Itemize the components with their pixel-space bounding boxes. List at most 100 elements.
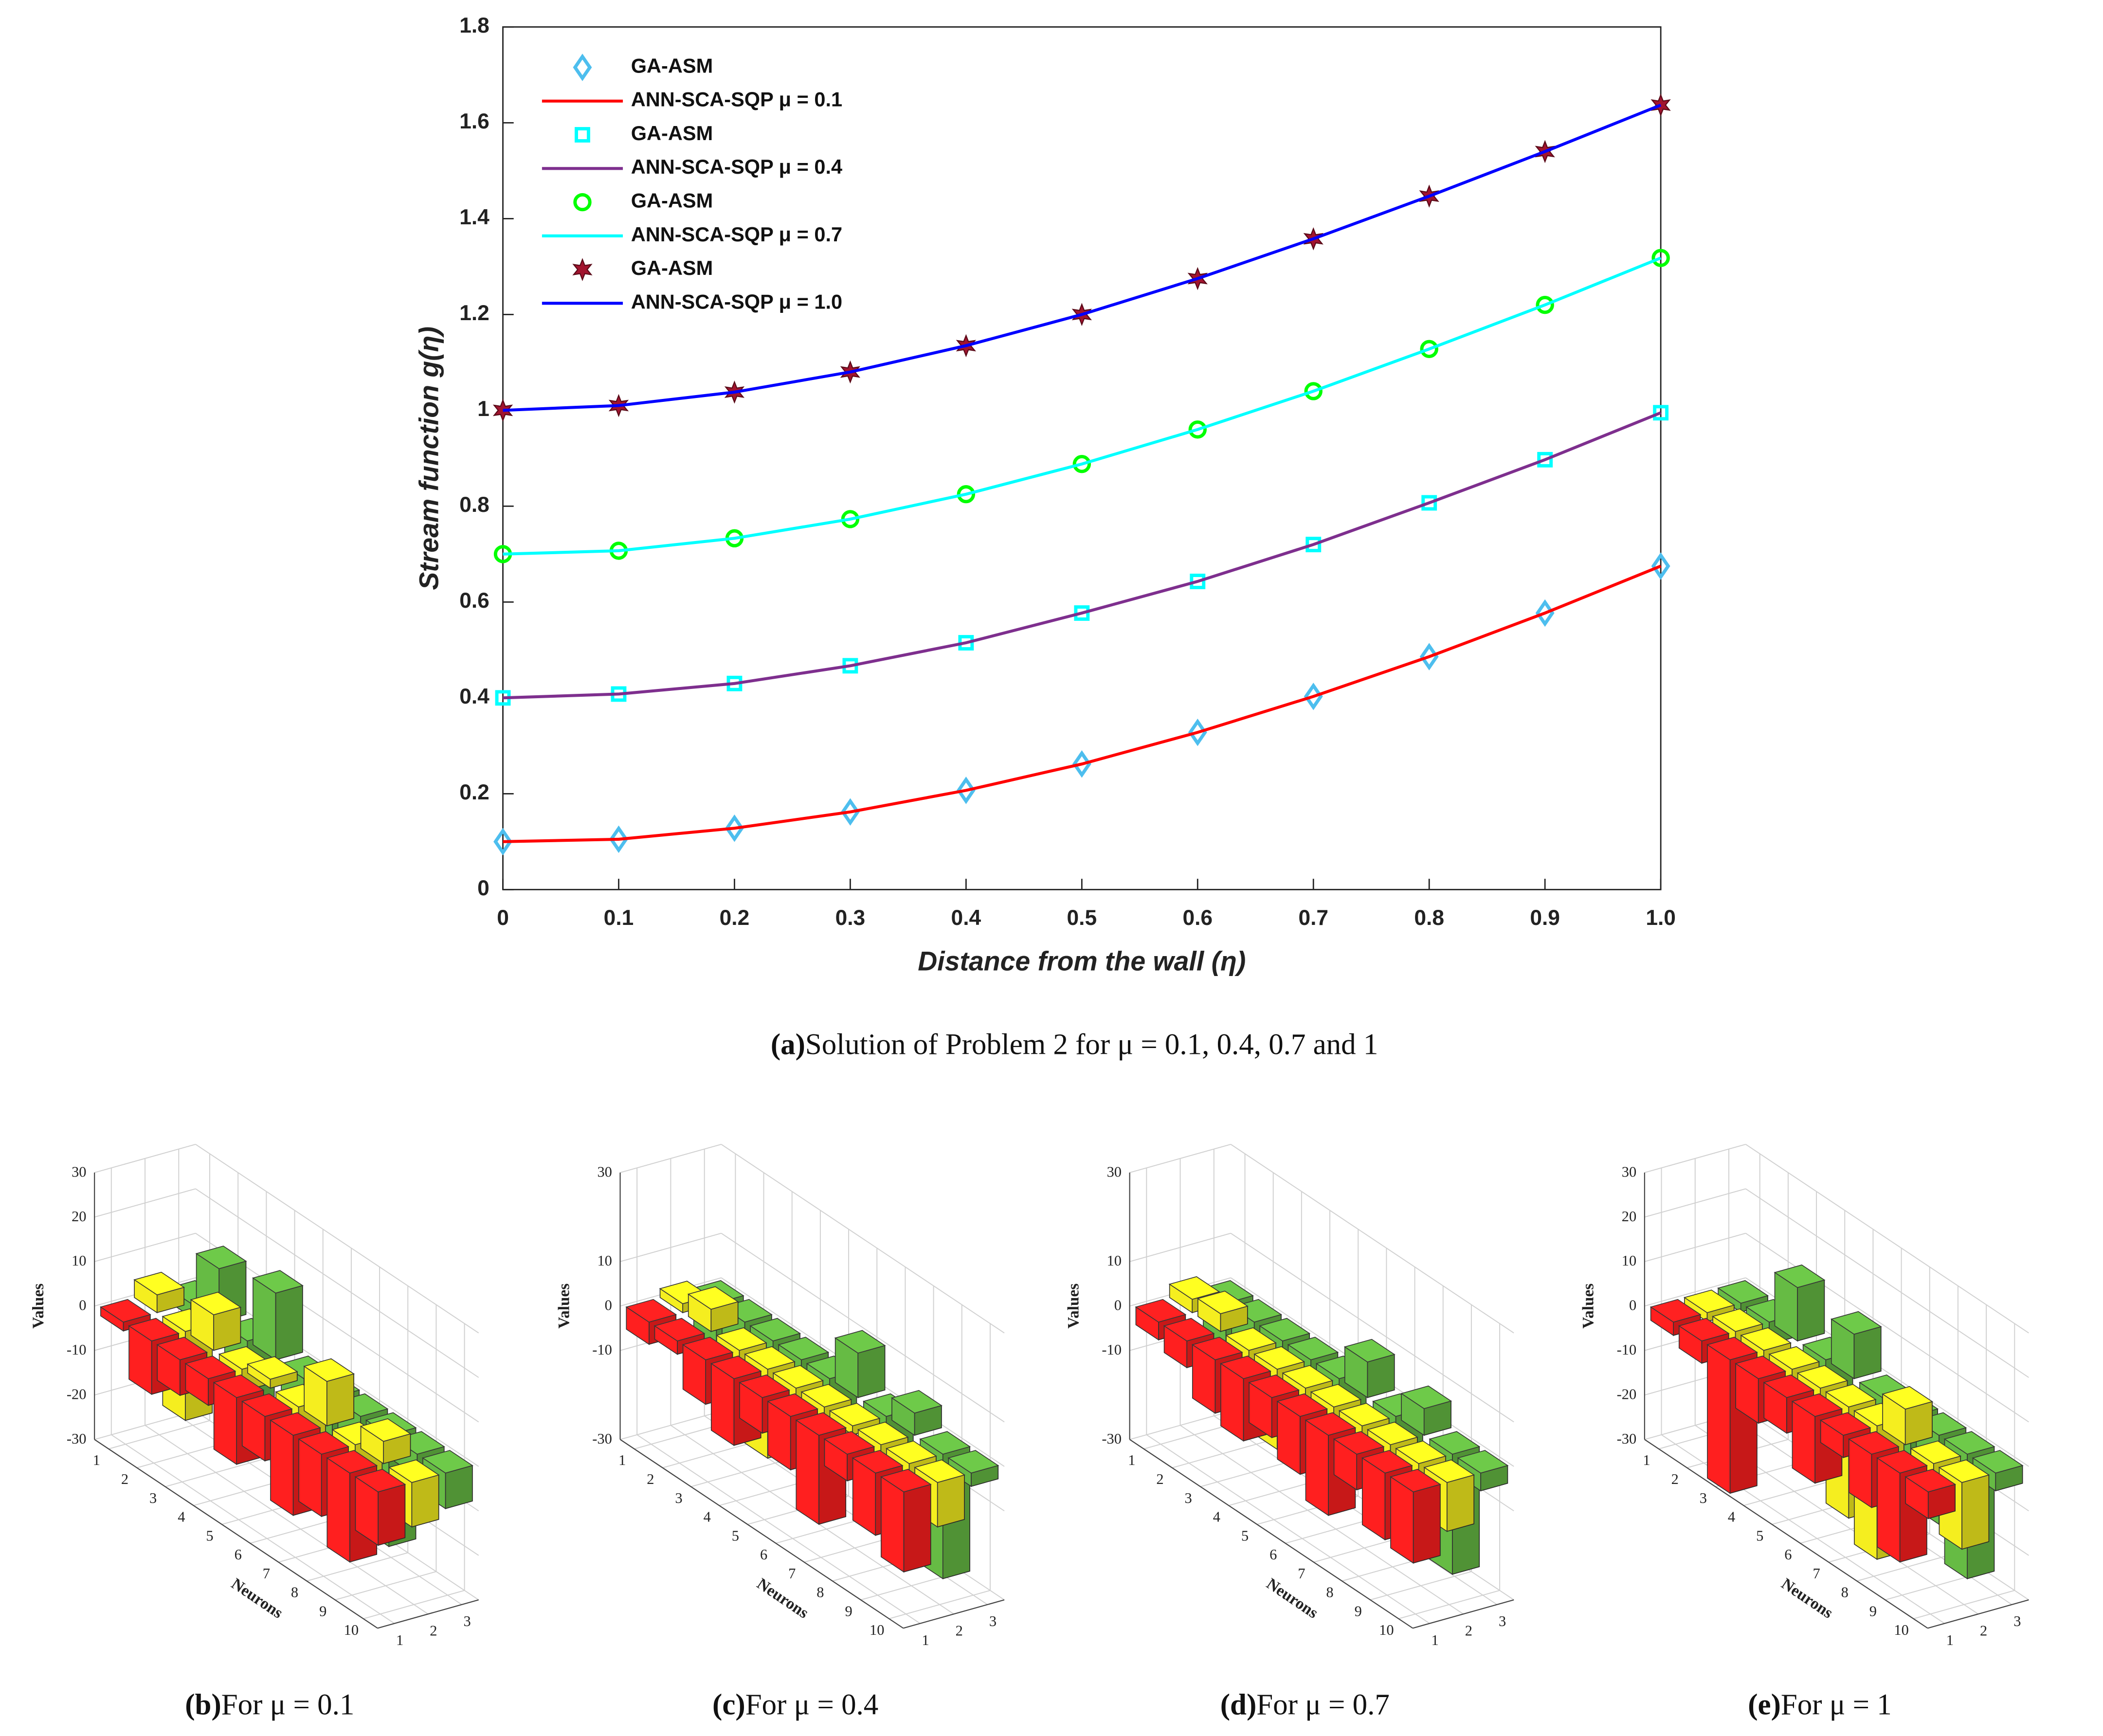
caption-label: (d)	[1220, 1689, 1256, 1721]
marker	[1537, 452, 1553, 468]
marker	[1304, 683, 1323, 710]
bar-top	[1791, 1393, 1843, 1417]
caption-label: (a)	[771, 1028, 805, 1061]
y-tick-label: 2	[1465, 1623, 1472, 1639]
x-tick-label: 2	[647, 1471, 654, 1487]
legend-label: ANN-SCA-SQP μ = 0.7	[631, 223, 842, 246]
x-axis-label: Neurons	[754, 1574, 812, 1622]
x-tick-label: 1	[618, 1452, 626, 1468]
marker	[1651, 552, 1670, 580]
legend-label: ANN-SCA-SQP μ = 0.1	[631, 88, 842, 111]
bar-top	[1650, 1299, 1702, 1323]
z-tick-label: 30	[1107, 1163, 1122, 1180]
y-axis-label: Stream function g(η)	[414, 326, 444, 590]
bar-side	[378, 1483, 406, 1546]
bar	[246, 1356, 298, 1389]
bar-side	[326, 1373, 354, 1427]
y-tick-label: 1	[1946, 1632, 1954, 1648]
bar-top	[156, 1337, 208, 1360]
marker	[1074, 605, 1090, 621]
bar	[1457, 1450, 1509, 1492]
bar-top	[1310, 1384, 1362, 1408]
z-tick-label: -20	[67, 1386, 87, 1402]
bar-top	[1197, 1290, 1249, 1315]
y-tick-label: 2	[956, 1623, 963, 1639]
bar-top	[1796, 1365, 1849, 1389]
bar-top	[1876, 1450, 1928, 1474]
x-tick-label: 1	[1128, 1452, 1135, 1468]
bar-top	[1825, 1384, 1877, 1408]
bar-top	[778, 1337, 830, 1360]
legend-marker	[573, 193, 592, 212]
bar-top	[1683, 1289, 1735, 1313]
bar-top	[682, 1337, 734, 1360]
z-axis-label: Values	[29, 1284, 47, 1329]
legend-marker	[575, 127, 590, 143]
bar	[891, 1390, 943, 1436]
bar-top	[1882, 1386, 1934, 1410]
marker	[1304, 382, 1323, 400]
bar-top	[1972, 1450, 2024, 1474]
bar-top	[857, 1421, 909, 1446]
bar-top	[1276, 1393, 1328, 1417]
bar-side	[937, 1474, 965, 1528]
bar-top	[1168, 1276, 1220, 1300]
x-tick-label: 0.5	[1067, 906, 1097, 930]
x-axis-label: Neurons	[1263, 1574, 1322, 1622]
caption: (a)Solution of Problem 2 for μ = 0.1, 0.…	[771, 1028, 1378, 1061]
bar	[1830, 1311, 1882, 1380]
y-tick-label: 3	[989, 1613, 997, 1629]
bar-front	[326, 1457, 350, 1563]
x-tick-label: 9	[845, 1603, 852, 1619]
bar	[133, 1271, 185, 1314]
marker	[1420, 340, 1438, 358]
x-tick-label: 3	[1185, 1490, 1192, 1506]
bar	[1343, 1338, 1396, 1398]
y-tick-label: 1	[396, 1632, 403, 1648]
caption: (e)For μ = 1	[1748, 1689, 1892, 1721]
bar-top	[1305, 1412, 1357, 1436]
bar-top	[252, 1270, 304, 1294]
marker	[1072, 454, 1091, 473]
axis-line	[1644, 1439, 1928, 1629]
bar-top	[133, 1271, 185, 1296]
y-tick-label: 1.6	[459, 109, 489, 133]
bar-side	[857, 1345, 886, 1398]
x-tick-label: 9	[1869, 1603, 1877, 1619]
bar-top	[1135, 1299, 1187, 1323]
grid-line	[111, 1434, 395, 1624]
series-line	[503, 564, 1662, 843]
z-tick-label: -30	[592, 1430, 612, 1447]
marker	[956, 777, 976, 804]
z-tick-label: -30	[67, 1430, 87, 1447]
x-axis-label: Distance from the wall (η)	[918, 946, 1246, 976]
marker	[1536, 295, 1554, 314]
x-tick-label: 3	[1700, 1490, 1707, 1506]
axis-line	[1413, 1599, 1514, 1629]
x-tick-label: 1	[93, 1452, 100, 1468]
z-axis-label: Values	[555, 1284, 573, 1329]
bar-top	[1910, 1440, 1962, 1465]
bar-top	[1400, 1385, 1452, 1410]
x-tick-label: 2	[1156, 1471, 1163, 1487]
x-tick-label: 0	[497, 906, 509, 930]
x-axis-label: Neurons	[1778, 1574, 1836, 1622]
bar-top	[195, 1246, 247, 1269]
marker	[840, 798, 860, 826]
bar-top	[625, 1299, 677, 1323]
bar-top	[246, 1356, 298, 1380]
bar	[687, 1286, 739, 1333]
bar-top	[880, 1468, 932, 1493]
caption-label: (e)	[1748, 1689, 1781, 1721]
bar-side	[275, 1285, 303, 1360]
bar	[1882, 1386, 1934, 1446]
grid-line	[195, 1188, 479, 1378]
marker	[493, 828, 512, 856]
x-tick-label: 3	[675, 1490, 682, 1506]
bar-top	[354, 1468, 406, 1493]
bar-top	[422, 1450, 473, 1474]
x-tick-label: 1.0	[1646, 906, 1676, 930]
y-tick-label: 1	[477, 397, 489, 421]
bar-top	[360, 1418, 412, 1442]
